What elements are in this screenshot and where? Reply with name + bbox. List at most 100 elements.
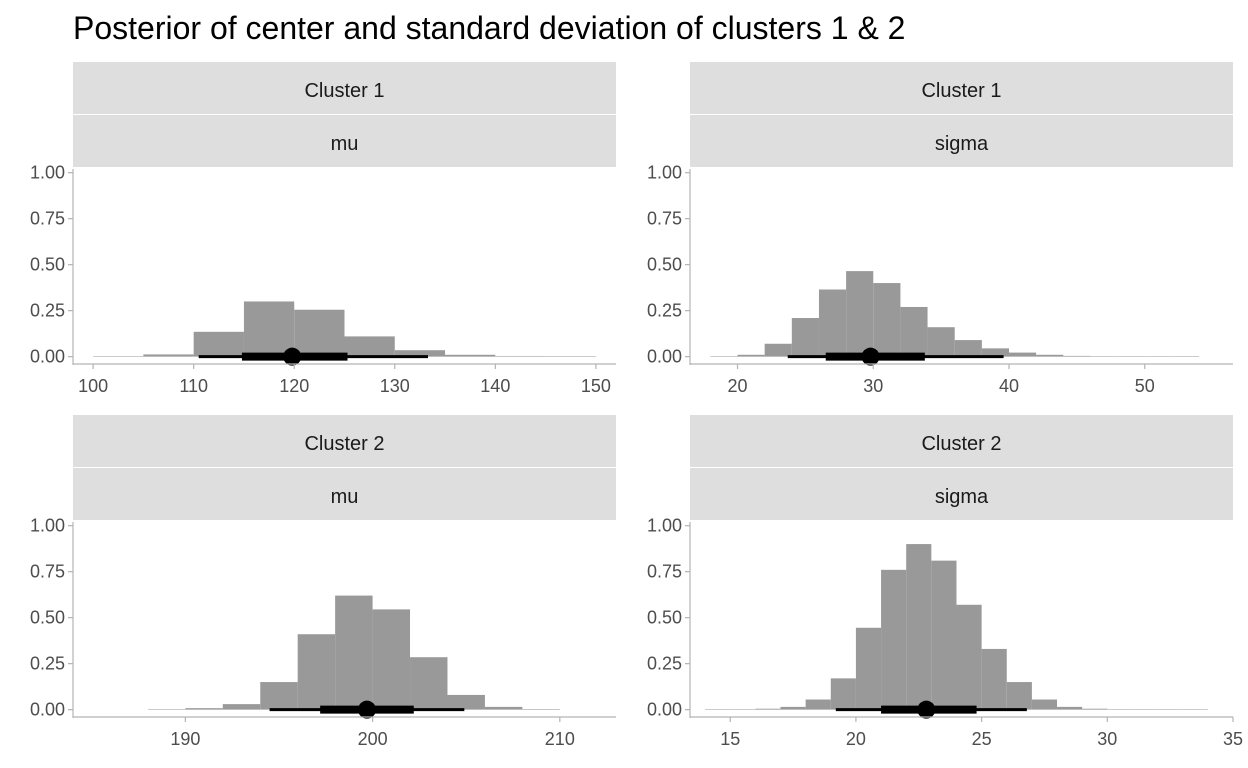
y-tick-label: 0.00 [30, 700, 65, 720]
point-estimate [283, 347, 302, 366]
facet-strip [73, 115, 616, 167]
chart-title: Posterior of center and standard deviati… [73, 10, 905, 46]
x-tick-label: 35 [1223, 729, 1243, 749]
y-tick-label: 0.75 [30, 209, 65, 229]
x-tick-label: 20 [727, 376, 747, 396]
histogram-bar [954, 340, 982, 357]
histogram-bar [260, 682, 298, 710]
histogram-bar [981, 348, 1010, 357]
x-tick-label: 140 [480, 376, 510, 396]
y-tick-label: 1.00 [30, 516, 65, 536]
y-tick-label: 0.00 [30, 347, 65, 367]
histogram-bar [846, 271, 874, 357]
panel-1: Cluster 1 mu 0.00 0.25 0.50 0.75 1.00 100 110 120… [30, 62, 616, 396]
facet-strip [690, 415, 1233, 467]
facet-strip-label: Cluster 1 [304, 80, 384, 102]
x-tick-label: 40 [999, 376, 1019, 396]
panels-layer: Cluster 1 mu 0.00 0.25 0.50 0.75 1.00 100 110 120… [30, 62, 1243, 749]
y-tick-label: 0.00 [647, 347, 682, 367]
facet-strip-label: Cluster 2 [921, 433, 1001, 455]
histogram-bar [1090, 356, 1118, 357]
histogram-bar [447, 694, 485, 710]
facet-strip-label: mu [331, 486, 359, 508]
histogram-bar [1063, 355, 1091, 357]
histogram-bar [1182, 709, 1208, 710]
histogram-bar [710, 356, 738, 357]
histogram-bar [1117, 356, 1145, 357]
histogram-bar [147, 709, 186, 710]
histogram-bar [185, 708, 223, 710]
histogram-bar [410, 657, 448, 710]
facet-strip [73, 62, 616, 114]
histogram-bar [805, 699, 831, 710]
facet-strip [73, 415, 616, 467]
histogram-bar [344, 336, 395, 357]
x-tick-label: 200 [358, 729, 388, 749]
histogram-bar [1009, 352, 1037, 357]
x-tick-label: 110 [179, 376, 208, 396]
point-estimate [357, 700, 376, 719]
histogram-bar [522, 709, 560, 710]
histogram-bar [243, 301, 295, 357]
histogram-bar [900, 306, 928, 357]
histogram-bar [193, 331, 244, 357]
histogram-bar [927, 327, 955, 357]
point-estimate [861, 347, 880, 366]
facet-strip-label: Cluster 2 [304, 433, 384, 455]
panel-3: Cluster 2 mu 0.00 0.25 0.50 0.75 1.00 190 200 210 [30, 415, 616, 749]
y-tick-label: 0.25 [647, 301, 682, 321]
facet-strip-label: Cluster 1 [921, 80, 1001, 102]
histogram-bar [1057, 706, 1083, 710]
y-tick-label: 0.50 [30, 608, 65, 628]
point-estimate [917, 700, 936, 719]
histogram-bar [931, 560, 957, 710]
histogram-bar [294, 309, 345, 357]
x-tick-label: 130 [380, 376, 410, 396]
histogram-bar [1132, 709, 1158, 710]
panel-2: Cluster 1 sigma 0.00 0.25 0.50 0.75 1.00 20 30 40… [647, 62, 1233, 396]
histogram-bar [818, 289, 847, 357]
histogram-bar [730, 709, 756, 710]
histogram-bar [1082, 708, 1108, 710]
histogram-bar [791, 318, 819, 357]
histogram-bar [93, 356, 144, 357]
x-tick-label: 150 [581, 376, 611, 396]
y-tick-label: 0.75 [647, 209, 682, 229]
histogram-bar [1157, 709, 1183, 710]
x-tick-label: 210 [545, 729, 575, 749]
facet-strip [690, 468, 1233, 520]
y-tick-label: 0.50 [647, 608, 682, 628]
facet-strip [73, 468, 616, 520]
y-tick-label: 0.50 [30, 255, 65, 275]
facet-strip [690, 62, 1233, 114]
y-tick-label: 0.75 [647, 562, 682, 582]
histogram-bar [143, 354, 194, 357]
histogram-bar [1144, 356, 1172, 357]
x-tick-label: 15 [720, 729, 740, 749]
histogram-bar [755, 708, 781, 710]
histogram-bar [545, 356, 596, 357]
histogram-bar [372, 609, 411, 710]
histogram-bar [222, 704, 261, 710]
histogram-bar [495, 356, 546, 357]
x-tick-label: 100 [78, 376, 108, 396]
x-tick-label: 20 [846, 729, 866, 749]
y-tick-label: 0.00 [647, 700, 682, 720]
y-tick-label: 1.00 [647, 163, 682, 183]
facet-strip-label: sigma [935, 486, 989, 508]
histogram-bar [297, 634, 336, 710]
histogram-bar [873, 283, 901, 357]
histogram-bar [881, 569, 907, 710]
histogram-bar [956, 604, 982, 710]
x-tick-label: 30 [1097, 729, 1117, 749]
y-tick-label: 0.50 [647, 255, 682, 275]
histogram-bar [1171, 356, 1200, 357]
histogram-bar [394, 350, 446, 357]
facet-strip [690, 115, 1233, 167]
y-tick-label: 0.25 [30, 301, 65, 321]
histogram-bar [445, 354, 496, 357]
histogram-bar [705, 709, 731, 710]
histogram-bar [1036, 354, 1064, 357]
histogram-bar [830, 678, 856, 710]
x-tick-label: 120 [279, 376, 309, 396]
